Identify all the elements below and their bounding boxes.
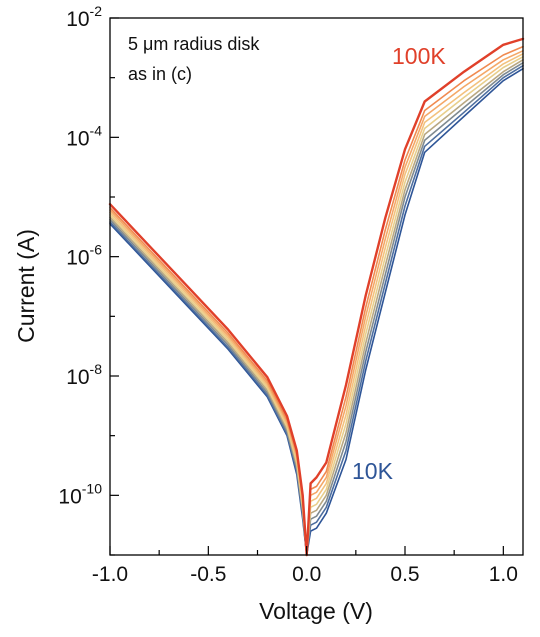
series-line-3 (109, 62, 524, 556)
series-group (108, 37, 525, 557)
y-tick-label: 10-4 (66, 122, 102, 150)
series-line-9 (108, 37, 525, 557)
x-tick-label: 0.5 (390, 563, 419, 586)
series-label-10k: 10K (352, 458, 394, 484)
x-tick-label: -0.5 (190, 563, 226, 586)
x-axis-label: Voltage (V) (259, 598, 373, 624)
y-tick-label: 10-8 (66, 361, 102, 389)
y-tick-label: 10-2 (66, 3, 102, 31)
series-line-4 (109, 59, 524, 556)
x-tick-label: 0.0 (292, 563, 321, 586)
y-tick-label: 10-6 (66, 242, 102, 270)
series-line-8 (109, 45, 524, 556)
series-line-7 (109, 50, 524, 556)
y-axis-label: Current (A) (13, 229, 39, 343)
series-line-5 (109, 56, 524, 556)
y-tick-label: 10-10 (58, 480, 102, 508)
series-line-1 (109, 67, 524, 556)
plot-frame (109, 17, 524, 556)
annotation-line-1: 5 μm radius disk (128, 34, 260, 54)
series-line-6 (109, 53, 524, 556)
y-axis-ticks: 10-10 10-8 10-6 10-4 10-2 (58, 3, 119, 556)
x-axis-ticks: -1.0 -0.5 0.0 0.5 1.0 (92, 546, 518, 586)
x-tick-label: -1.0 (92, 563, 128, 586)
series-label-100k: 100K (392, 43, 446, 69)
annotation-line-2: as in (c) (128, 64, 192, 84)
x-tick-label: 1.0 (489, 563, 518, 586)
series-line-2 (109, 64, 524, 556)
